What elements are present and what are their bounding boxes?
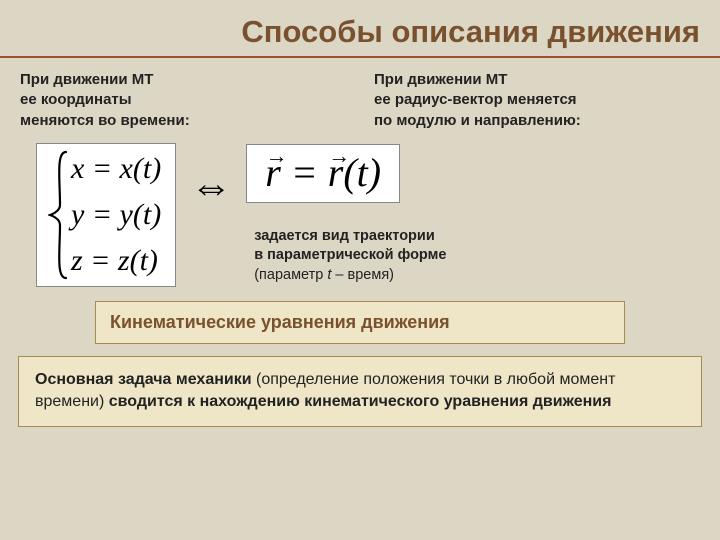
vector-equation-box: →r = →r(t) (246, 144, 400, 203)
slide-title: Способы описания движения (40, 14, 700, 50)
text-line: меняются во времени: (20, 112, 190, 129)
main-task-box: Основная задача механики (определение по… (18, 356, 702, 427)
text-line: в параметрической форме (254, 247, 446, 263)
coord-equations-box: x = x(t) y = y(t) z = z(t) (36, 143, 176, 287)
right-description: При движении МТ ее радиус-вектор меняетс… (374, 70, 700, 131)
equivalence-arrow-icon: ⇔ (188, 163, 234, 211)
vector-r: →r (328, 149, 344, 196)
kinematic-equations-box: Кинематические уравнения движения (95, 301, 625, 344)
descriptions-row: При движении МТ ее координаты меняются в… (0, 58, 720, 143)
brace-icon (47, 150, 71, 280)
eq-z: z = z(t) (71, 242, 161, 280)
text-line: по модулю и направлению: (374, 112, 581, 129)
vector-r: →r (265, 149, 281, 196)
trajectory-note: задается вид траектории в параметрическо… (246, 227, 700, 286)
equations-row: x = x(t) y = y(t) z = z(t) ⇔ →r = →r(t) … (0, 143, 720, 293)
left-description: При движении МТ ее координаты меняются в… (20, 70, 346, 131)
text-line: При движении МТ (20, 71, 153, 88)
text-line: При движении МТ (374, 71, 507, 88)
eq-x: x = x(t) (71, 150, 161, 188)
text-line: ее радиус-вектор меняется (374, 91, 577, 108)
text-line: задается вид траектории (254, 228, 435, 244)
eq-y: y = y(t) (71, 196, 161, 234)
text-line: ее координаты (20, 91, 132, 108)
